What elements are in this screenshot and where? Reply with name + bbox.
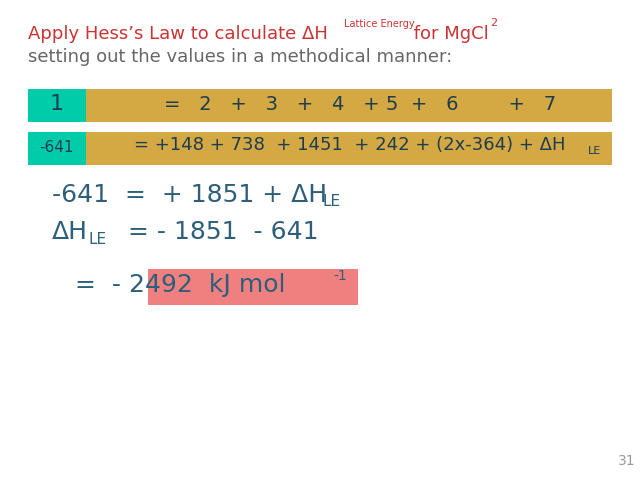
Text: Lattice Energy: Lattice Energy <box>344 19 415 29</box>
Text: for MgCl: for MgCl <box>408 25 489 43</box>
FancyBboxPatch shape <box>148 269 358 305</box>
Text: 2: 2 <box>490 18 497 28</box>
Text: setting out the values in a methodical manner:: setting out the values in a methodical m… <box>28 48 452 66</box>
Text: =   2   +   3   +   4   + 5  +   6        +   7: = 2 + 3 + 4 + 5 + 6 + 7 <box>164 95 556 113</box>
FancyBboxPatch shape <box>28 88 612 121</box>
Text: 1: 1 <box>50 94 64 114</box>
Text: -641  =  + 1851 + ΔH: -641 = + 1851 + ΔH <box>52 183 327 207</box>
Text: = - 1851  - 641: = - 1851 - 641 <box>112 220 319 244</box>
Text: ΔH: ΔH <box>52 220 88 244</box>
Text: =  - 2492  kJ mol: = - 2492 kJ mol <box>75 273 285 297</box>
FancyBboxPatch shape <box>28 88 86 121</box>
Text: Apply Hess’s Law to calculate ΔH: Apply Hess’s Law to calculate ΔH <box>28 25 328 43</box>
FancyBboxPatch shape <box>28 132 612 165</box>
Text: LE: LE <box>88 231 106 247</box>
Text: = +148 + 738  + 1451  + 242 + (2x-364) + ΔH: = +148 + 738 + 1451 + 242 + (2x-364) + Δ… <box>134 136 566 154</box>
Text: LE: LE <box>323 194 341 209</box>
Text: -641: -641 <box>40 140 74 155</box>
Text: LE: LE <box>588 146 601 156</box>
FancyBboxPatch shape <box>28 132 86 165</box>
Text: -1: -1 <box>333 269 347 283</box>
Text: 31: 31 <box>618 454 636 468</box>
